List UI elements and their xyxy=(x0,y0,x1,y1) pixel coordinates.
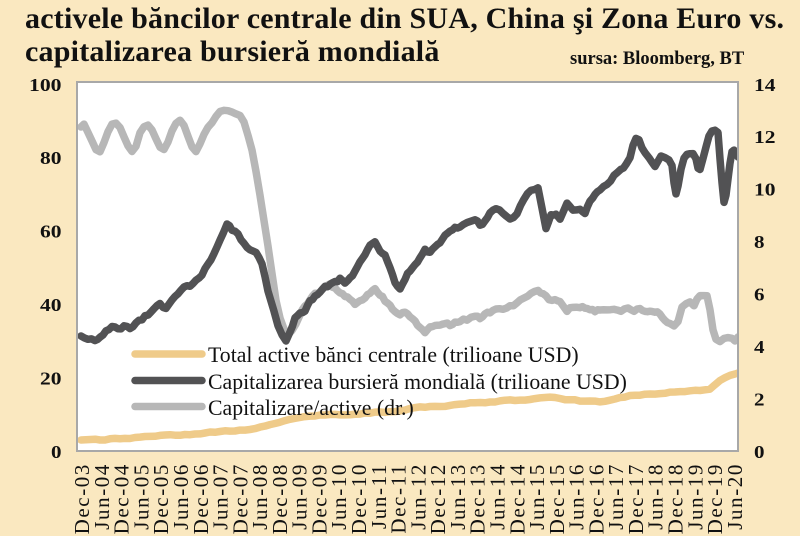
svg-text:Dec-04: Dec-04 xyxy=(110,463,134,534)
svg-text:100: 100 xyxy=(29,75,62,95)
svg-text:Jun-11: Jun-11 xyxy=(367,463,391,529)
svg-text:Dec-13: Dec-13 xyxy=(466,463,490,534)
svg-text:Jun-20: Jun-20 xyxy=(723,463,747,530)
svg-text:0: 0 xyxy=(51,442,62,462)
svg-text:Total active bănci centrale (t: Total active bănci centrale (trilioane U… xyxy=(208,343,579,367)
svg-text:Dec-09: Dec-09 xyxy=(307,463,331,534)
svg-text:Jun-14: Jun-14 xyxy=(485,463,509,530)
svg-text:Jun-09: Jun-09 xyxy=(288,463,312,530)
svg-text:10: 10 xyxy=(754,180,776,200)
svg-text:Dec-07: Dec-07 xyxy=(228,463,252,534)
svg-text:Jun-15: Jun-15 xyxy=(525,463,549,530)
svg-text:14: 14 xyxy=(754,75,776,95)
svg-text:Jun-07: Jun-07 xyxy=(209,463,233,530)
svg-text:Dec-16: Dec-16 xyxy=(584,463,608,534)
svg-text:20: 20 xyxy=(40,368,62,388)
svg-text:Dec-05: Dec-05 xyxy=(149,463,173,534)
svg-text:Dec-14: Dec-14 xyxy=(505,463,529,534)
svg-text:60: 60 xyxy=(40,222,62,242)
svg-text:Dec-08: Dec-08 xyxy=(268,463,292,534)
svg-text:Jun-10: Jun-10 xyxy=(327,463,351,530)
svg-text:40: 40 xyxy=(40,295,62,315)
svg-text:Dec-17: Dec-17 xyxy=(624,463,648,534)
svg-text:Dec-06: Dec-06 xyxy=(189,463,213,534)
svg-text:Jun-04: Jun-04 xyxy=(90,463,114,530)
svg-text:Dec-10: Dec-10 xyxy=(347,463,371,534)
svg-text:Jun-19: Jun-19 xyxy=(683,463,707,530)
svg-text:0: 0 xyxy=(754,442,765,462)
svg-text:Jun-13: Jun-13 xyxy=(446,463,470,530)
svg-text:Jun-17: Jun-17 xyxy=(604,463,628,530)
svg-text:Capitalizare/active (dr.): Capitalizare/active (dr.) xyxy=(208,396,414,420)
svg-text:4: 4 xyxy=(754,337,765,357)
svg-text:Dec-19: Dec-19 xyxy=(703,463,727,534)
svg-text:Jun-05: Jun-05 xyxy=(129,463,153,530)
svg-text:Dec-15: Dec-15 xyxy=(545,463,569,534)
svg-text:12: 12 xyxy=(754,127,776,147)
svg-text:Capitalizarea bursieră mondial: Capitalizarea bursieră mondială (trilioa… xyxy=(208,370,627,394)
svg-text:Dec-03: Dec-03 xyxy=(70,463,94,534)
svg-text:Dec-11: Dec-11 xyxy=(387,463,411,534)
svg-text:Jun-12: Jun-12 xyxy=(406,463,430,530)
svg-text:Jun-08: Jun-08 xyxy=(248,463,272,530)
svg-text:Jun-18: Jun-18 xyxy=(644,463,668,530)
svg-text:Dec-18: Dec-18 xyxy=(663,463,687,534)
svg-text:Jun-16: Jun-16 xyxy=(565,463,589,530)
svg-text:80: 80 xyxy=(40,148,62,168)
svg-text:Dec-12: Dec-12 xyxy=(426,463,450,534)
svg-text:Jun-06: Jun-06 xyxy=(169,463,193,530)
svg-text:6: 6 xyxy=(754,285,765,305)
svg-text:2: 2 xyxy=(754,389,765,409)
svg-text:8: 8 xyxy=(754,232,765,252)
